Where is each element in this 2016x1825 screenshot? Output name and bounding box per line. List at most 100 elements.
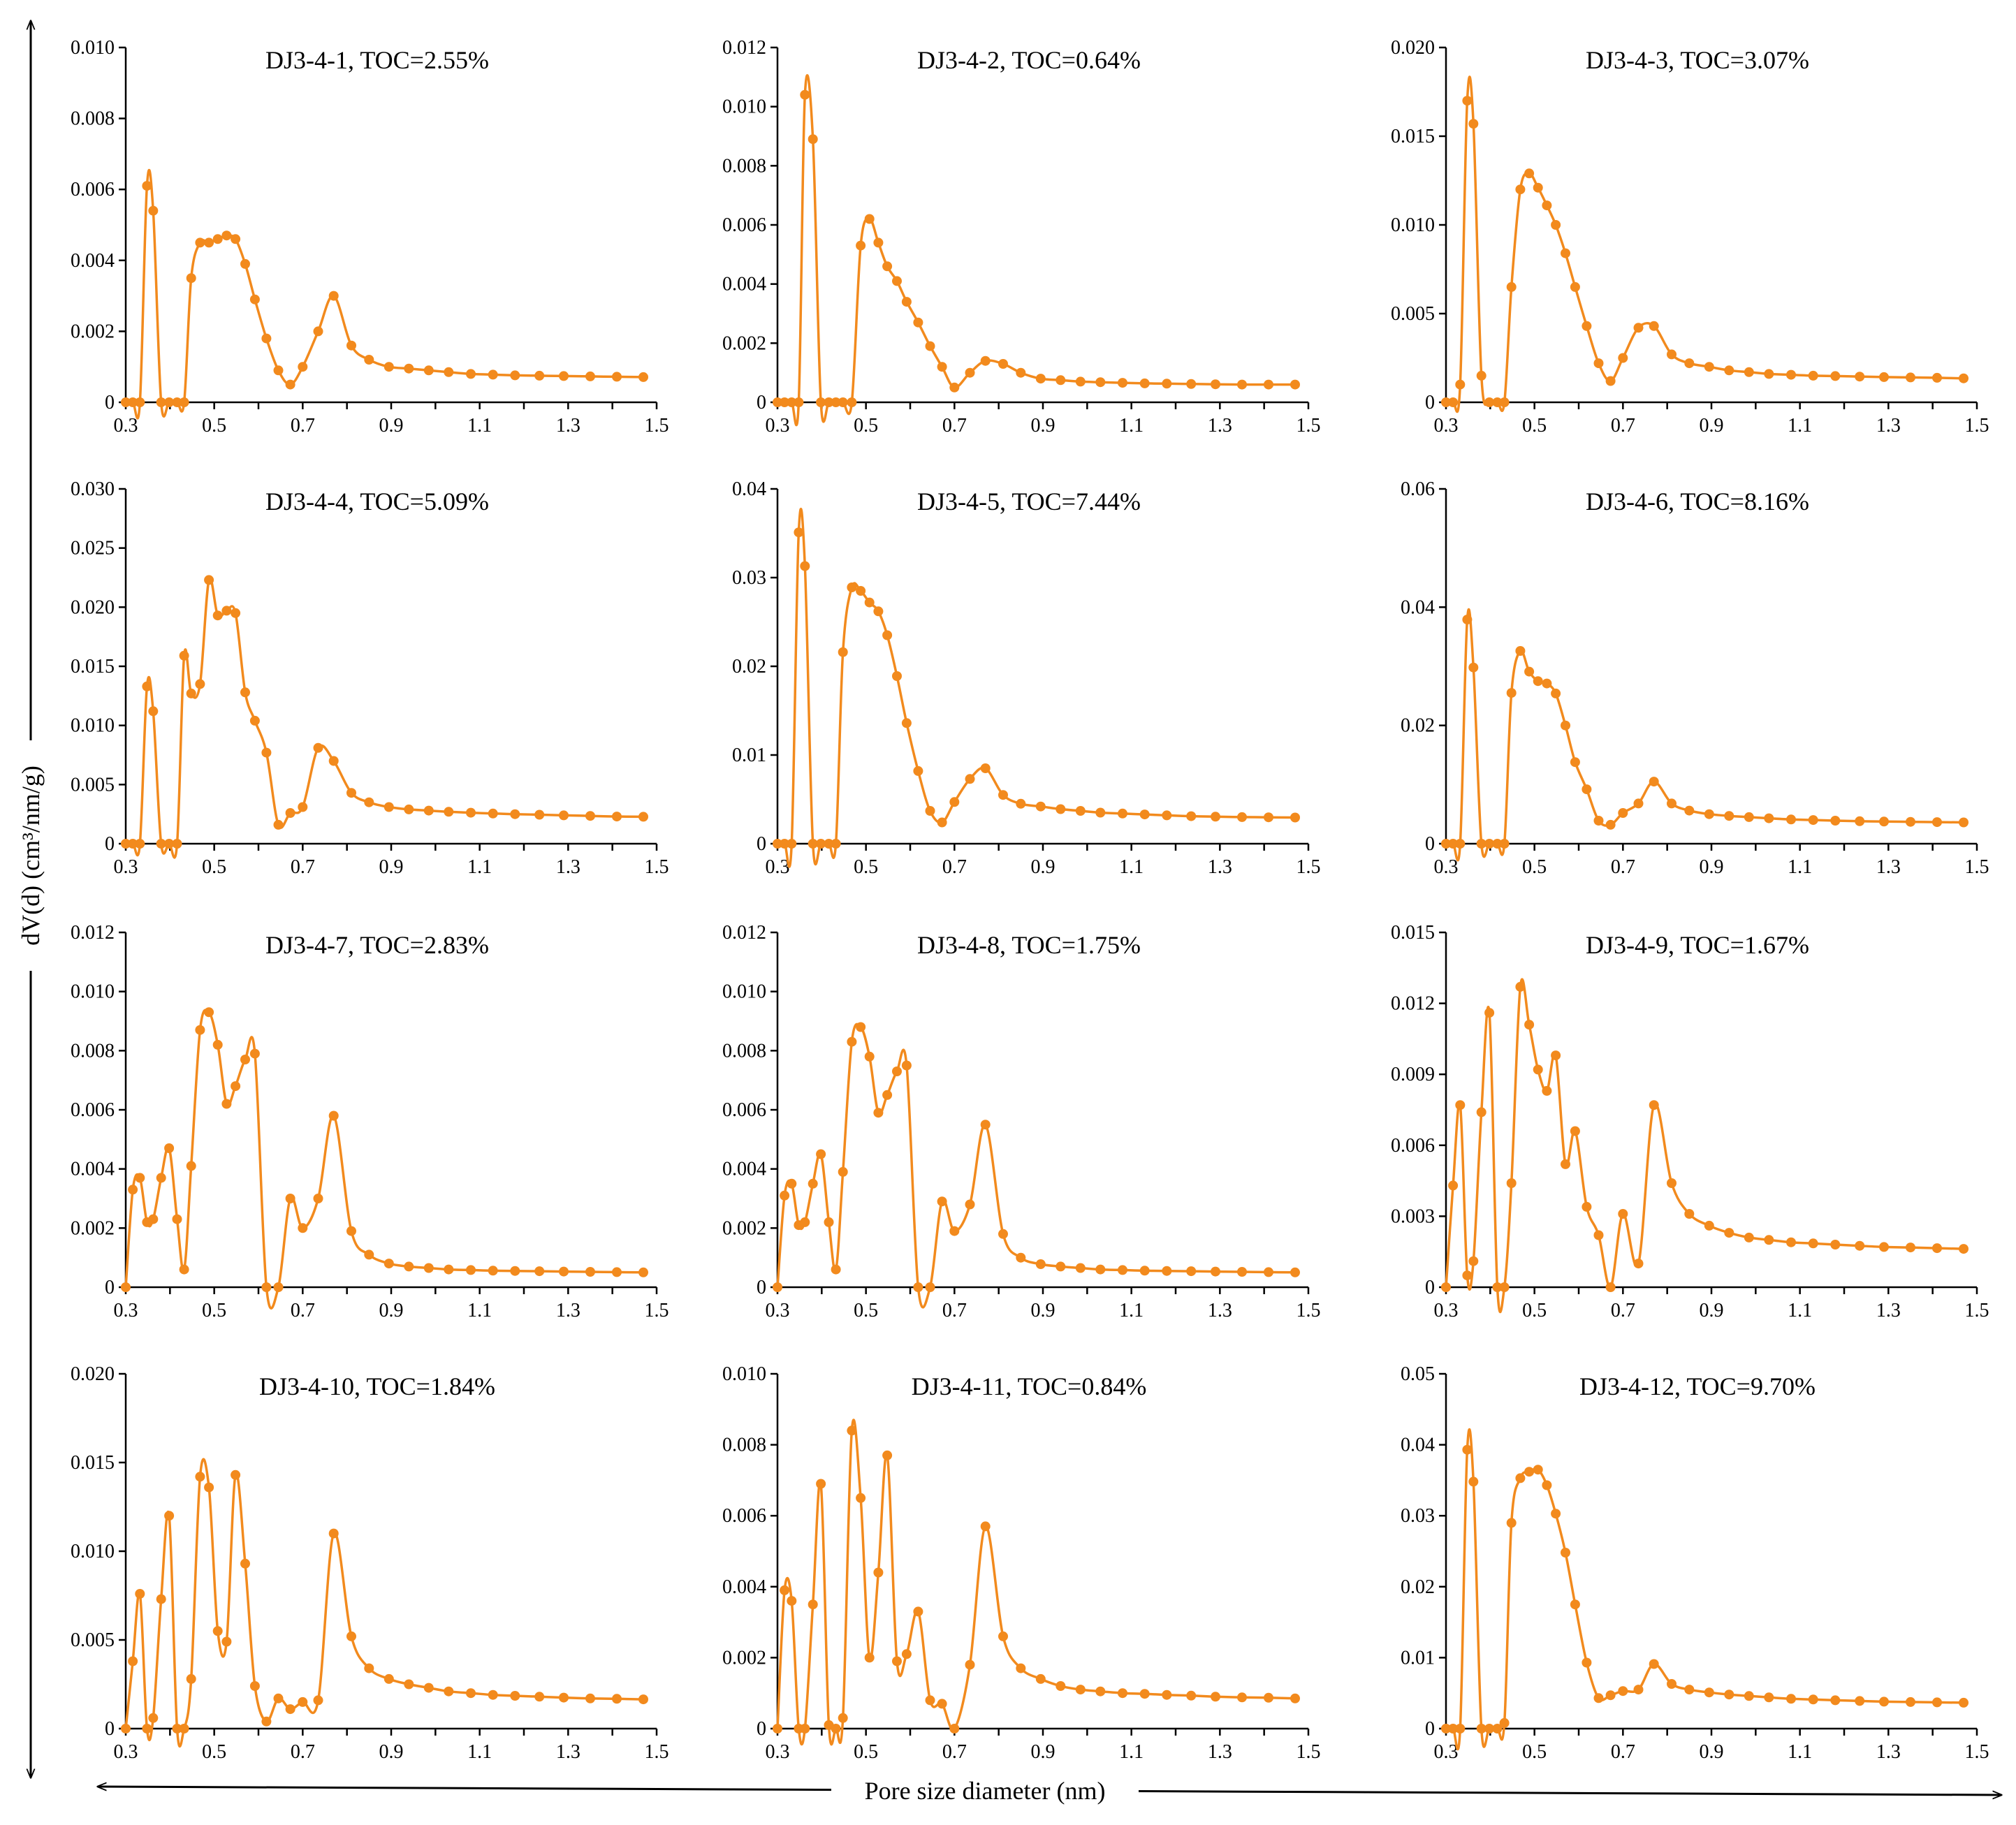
data-point xyxy=(1484,1724,1495,1734)
series-line xyxy=(777,74,1295,427)
data-point xyxy=(1879,1242,1889,1252)
x-axis-label-bg xyxy=(831,1773,1139,1808)
data-point xyxy=(1906,816,1915,827)
data-point xyxy=(156,1173,166,1183)
data-point xyxy=(221,1636,232,1647)
data-point xyxy=(1704,809,1714,819)
data-point xyxy=(1499,1717,1510,1728)
data-point xyxy=(1499,397,1510,407)
data-point xyxy=(1561,720,1570,731)
data-point xyxy=(1448,839,1459,849)
data-point xyxy=(773,1282,782,1292)
data-point xyxy=(1264,379,1273,390)
x-tick-label: 1.1 xyxy=(1119,1300,1144,1321)
data-point xyxy=(273,1693,284,1703)
data-point xyxy=(1484,397,1495,407)
data-point xyxy=(864,1051,875,1062)
data-point xyxy=(847,397,857,407)
data-point xyxy=(800,1217,810,1227)
data-point xyxy=(638,1267,648,1277)
data-point xyxy=(1684,805,1695,816)
data-point xyxy=(901,1649,912,1659)
data-point xyxy=(1237,1692,1247,1703)
data-point xyxy=(1830,1695,1841,1706)
panel-8: 0 0.002 0.004 0.006 0.008 0.010 0.012 0.3 0.5 0.7… xyxy=(722,922,1321,1321)
x-tick-label: 0.3 xyxy=(1434,1300,1459,1321)
data-point xyxy=(240,1558,250,1569)
data-point xyxy=(864,597,875,608)
data-point xyxy=(1448,397,1459,407)
data-point xyxy=(1448,1180,1459,1191)
x-tick-label: 0.9 xyxy=(379,415,404,437)
data-point xyxy=(1095,1686,1106,1696)
data-point xyxy=(1551,220,1561,230)
x-tick-label: 1.3 xyxy=(1208,1300,1232,1321)
data-point xyxy=(1542,1085,1552,1096)
data-point xyxy=(585,371,595,381)
data-point xyxy=(780,1190,790,1201)
data-point xyxy=(1162,379,1172,389)
data-point xyxy=(1932,1697,1942,1708)
data-point xyxy=(1476,1107,1487,1117)
data-point xyxy=(135,839,145,849)
data-point xyxy=(787,397,797,407)
data-point xyxy=(1649,321,1659,331)
data-point xyxy=(285,379,295,390)
data-point xyxy=(423,1263,434,1273)
data-point xyxy=(882,630,893,640)
x-tick-label: 1.5 xyxy=(1296,1300,1321,1321)
data-point xyxy=(313,326,323,337)
data-point xyxy=(1056,375,1066,386)
y-axis-label: dV(d) (cm³/nm/g) xyxy=(17,765,45,946)
x-tick-label: 0.7 xyxy=(291,1300,315,1321)
y-tick-label: 0.008 xyxy=(722,155,766,177)
data-point xyxy=(346,1226,356,1236)
data-point xyxy=(1462,1270,1473,1281)
y-tick-label: 0.010 xyxy=(71,715,115,737)
data-point xyxy=(1593,1693,1604,1703)
data-point xyxy=(965,774,975,784)
y-tick-label: 0.010 xyxy=(722,981,766,1003)
data-point xyxy=(1035,801,1046,812)
data-point xyxy=(195,237,205,248)
x-tick-label: 1.5 xyxy=(1965,1300,1989,1321)
data-point xyxy=(164,1511,175,1521)
data-point xyxy=(212,1039,223,1050)
data-point xyxy=(128,1185,138,1195)
y-tick-label: 0.015 xyxy=(1391,922,1435,944)
data-point xyxy=(787,1596,797,1606)
y-tick-label: 0.002 xyxy=(722,1217,766,1239)
data-point xyxy=(816,1149,826,1159)
x-tick-label: 0.3 xyxy=(114,856,138,878)
y-tick-label: 0.020 xyxy=(1391,37,1435,59)
data-point xyxy=(240,687,250,698)
x-tick-label: 0.7 xyxy=(291,1741,315,1763)
data-point xyxy=(787,839,797,849)
x-tick-label: 1.3 xyxy=(556,1741,580,1763)
x-tick-label: 1.1 xyxy=(467,1300,492,1321)
data-point xyxy=(1704,1220,1714,1231)
data-point xyxy=(1075,1685,1086,1695)
x-tick-label: 0.5 xyxy=(202,856,226,878)
data-point xyxy=(1186,1690,1197,1701)
y-tick-label: 0.005 xyxy=(71,1629,115,1651)
data-point xyxy=(1605,376,1616,386)
x-tick-label: 0.3 xyxy=(766,856,790,878)
data-point xyxy=(466,1688,476,1699)
data-point xyxy=(612,812,622,822)
data-point xyxy=(488,369,498,380)
data-point xyxy=(1524,666,1535,677)
data-point xyxy=(1237,812,1247,822)
data-point xyxy=(1075,376,1086,387)
data-point xyxy=(808,134,818,145)
x-tick-label: 0.5 xyxy=(1522,415,1547,437)
data-point xyxy=(808,1599,818,1610)
x-tick-label: 1.1 xyxy=(1119,1741,1144,1763)
data-point xyxy=(1515,646,1526,656)
data-point xyxy=(1605,819,1616,830)
x-tick-label: 1.5 xyxy=(645,856,669,878)
data-point xyxy=(1684,358,1695,369)
data-point xyxy=(559,1266,569,1277)
data-point xyxy=(937,817,947,828)
data-point xyxy=(892,671,902,681)
